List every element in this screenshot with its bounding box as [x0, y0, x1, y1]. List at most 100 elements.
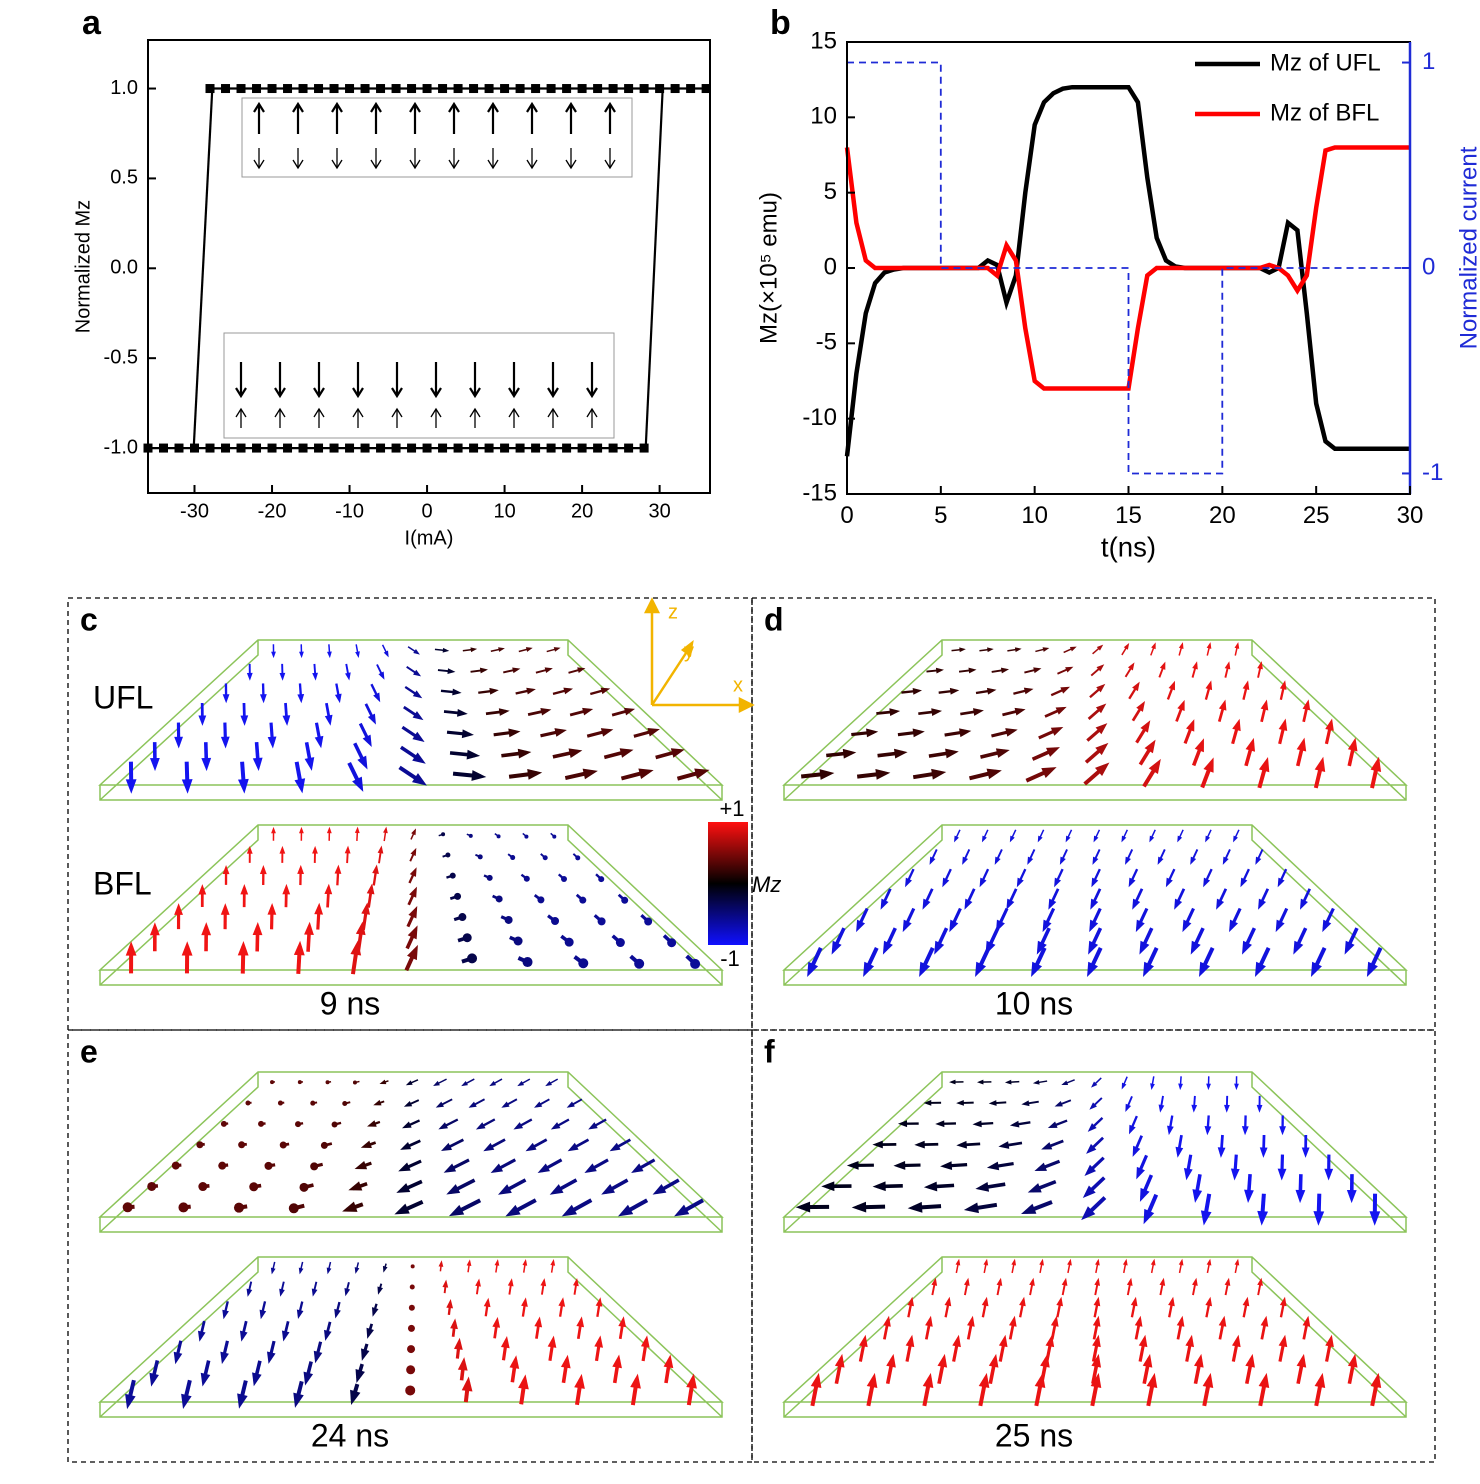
spin-head: [1094, 1297, 1101, 1307]
spin-head: [315, 736, 324, 748]
inset-box: [224, 333, 614, 438]
spin-head: [408, 1325, 415, 1332]
spin-head: [1009, 1316, 1017, 1327]
spin-head: [1185, 1335, 1194, 1347]
spin-head: [356, 1369, 365, 1383]
marker: [361, 84, 370, 93]
spin-head: [1205, 1126, 1212, 1135]
spin-head: [1149, 836, 1154, 843]
spin-head: [1258, 899, 1266, 910]
spin-head: [297, 865, 304, 874]
spin-head: [1219, 1316, 1227, 1327]
spin-head: [956, 1100, 964, 1106]
marker: [330, 444, 339, 453]
spin-head: [279, 1289, 285, 1297]
spin-head: [1184, 1168, 1193, 1180]
spin-head: [240, 715, 248, 726]
marker: [609, 84, 618, 93]
spin-head: [406, 1365, 415, 1374]
spin-head: [1015, 647, 1022, 652]
spin-head: [667, 938, 676, 947]
spin-head: [294, 941, 305, 956]
spin-head: [1192, 661, 1198, 669]
spin-head: [1205, 836, 1210, 843]
spin-head: [1169, 681, 1175, 691]
marker: [283, 84, 292, 93]
spin-head: [489, 688, 498, 695]
spin-head: [174, 903, 183, 915]
spin-head: [327, 652, 332, 659]
spin-head: [297, 1309, 304, 1319]
spin-head: [1136, 920, 1145, 932]
spin-head: [342, 1202, 357, 1212]
spin-head: [1094, 836, 1099, 843]
marker: [361, 444, 370, 453]
spin-head: [1024, 688, 1034, 695]
spin-head: [324, 1330, 332, 1341]
spin-head: [182, 941, 193, 955]
spin-head: [526, 1143, 537, 1151]
spin-head: [998, 1141, 1009, 1149]
x-tick-label: 20: [1209, 502, 1236, 529]
spin-head: [618, 1316, 626, 1327]
y2-tick-label: 0: [1422, 253, 1435, 280]
spin-head: [1191, 941, 1201, 955]
spin-head: [278, 1101, 283, 1106]
spin-head: [1160, 662, 1165, 670]
spin-head: [172, 1162, 180, 1170]
spin-head: [1369, 1211, 1380, 1225]
marker: [221, 84, 230, 93]
spin-head: [1296, 1190, 1306, 1203]
axis-z: z: [668, 601, 678, 623]
spin-head: [1067, 1259, 1072, 1266]
spin-head: [950, 688, 959, 695]
spin-head: [1219, 700, 1227, 711]
spin-head: [394, 1204, 409, 1215]
spin-head: [1240, 878, 1247, 888]
spin-head: [1140, 720, 1150, 732]
spin-head: [326, 1080, 330, 1084]
spin-head: [1235, 642, 1240, 649]
spin-head: [196, 1141, 203, 1148]
spin-head: [1322, 920, 1331, 932]
spin-head: [563, 688, 573, 695]
spin-head: [883, 1316, 891, 1327]
spin-head: [1243, 680, 1250, 690]
spin-head: [979, 1373, 990, 1388]
spin-head: [1159, 1104, 1165, 1112]
marker: [624, 84, 633, 93]
spin-head: [147, 1182, 156, 1191]
spin-head: [384, 651, 389, 658]
spin-head: [653, 1184, 667, 1195]
spin-head: [621, 897, 628, 904]
spin-head: [1192, 1189, 1202, 1203]
spin-head: [551, 1122, 561, 1129]
spin-head: [987, 647, 994, 652]
spin-head: [305, 757, 315, 771]
spin-head: [332, 1121, 338, 1127]
marker: [438, 444, 447, 453]
marker: [330, 84, 339, 93]
spin-head: [378, 672, 384, 680]
spin-head: [1145, 740, 1156, 754]
spin-head: [1195, 738, 1204, 752]
spin-head: [1194, 1354, 1204, 1368]
y-tick-label: 5: [824, 178, 837, 205]
panel-label: c: [80, 601, 98, 637]
spin-head: [1178, 1084, 1183, 1091]
marker: [314, 84, 323, 93]
spin-head: [1015, 708, 1026, 716]
spin-head: [310, 1162, 318, 1170]
spin-head: [1041, 1142, 1052, 1149]
spin-head: [510, 855, 515, 860]
spin-head: [463, 933, 472, 942]
marker: [454, 444, 463, 453]
spin-head: [523, 957, 533, 967]
spin-head: [534, 1102, 542, 1108]
spin-head: [1129, 878, 1136, 888]
spin-head: [913, 728, 925, 737]
spin-head: [1010, 1121, 1019, 1128]
spin-head: [289, 1203, 299, 1213]
spin-head: [601, 1184, 615, 1195]
spin-head: [1065, 667, 1073, 673]
